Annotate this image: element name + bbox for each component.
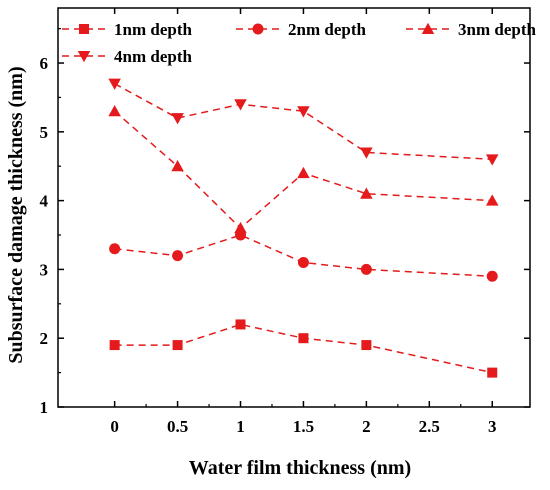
- y-tick-label: 4: [40, 192, 49, 211]
- data-point: [109, 340, 120, 351]
- x-axis-label: Water film thickness (nm): [189, 457, 411, 479]
- series-line: [114, 234, 493, 278]
- plot-frame: [57, 7, 531, 408]
- legend-item-1: 1nm depth: [62, 20, 192, 39]
- data-point: [485, 154, 499, 166]
- data-point: [361, 340, 372, 351]
- x-tick-label: 1: [236, 417, 245, 436]
- data-point: [360, 187, 373, 199]
- data-point: [172, 340, 183, 351]
- data-point: [234, 99, 247, 111]
- data-point: [360, 147, 373, 159]
- x-tick-label: 2: [362, 417, 371, 436]
- legend-label: 4nm depth: [114, 47, 192, 66]
- axes: [57, 7, 531, 408]
- legend-label: 3nm depth: [458, 20, 536, 39]
- legend-marker: [252, 23, 264, 35]
- legend-label: 2nm depth: [288, 20, 366, 39]
- data-point: [108, 104, 121, 117]
- data-point: [171, 159, 184, 172]
- data-point: [171, 113, 184, 125]
- data-point: [108, 78, 121, 90]
- data-point: [485, 194, 499, 206]
- series-3: [108, 104, 499, 234]
- y-tick-label: 1: [40, 398, 49, 417]
- legend-label: 1nm depth: [114, 20, 192, 39]
- data-point: [360, 263, 372, 275]
- data-point: [297, 106, 310, 118]
- data-point: [234, 221, 247, 234]
- legend-item-4: 4nm depth: [62, 47, 192, 66]
- series-1: [109, 319, 498, 378]
- data-point: [486, 270, 498, 282]
- data-point: [297, 166, 310, 179]
- data-point: [109, 243, 121, 255]
- data-point: [172, 250, 184, 262]
- data-point: [235, 319, 246, 330]
- data-point: [487, 367, 498, 378]
- legend-marker: [421, 22, 435, 34]
- y-tick-label: 3: [40, 260, 49, 279]
- legend-marker: [77, 51, 91, 63]
- y-tick-label: 5: [40, 123, 49, 142]
- x-tick-label: 0: [110, 417, 119, 436]
- data-point: [297, 257, 309, 269]
- y-axis-label: Subsurface damage thickness (nm): [5, 66, 27, 363]
- y-tick-label: 6: [40, 54, 49, 73]
- x-tick-label: 1.5: [293, 417, 314, 436]
- ticks: 0 0.5 1 1.5 2 2.5 3 1 2 3 4 5 6: [40, 8, 530, 436]
- x-tick-label: 2.5: [419, 417, 440, 436]
- series-2: [109, 229, 498, 282]
- series-line: [114, 323, 493, 374]
- legend-item-3: 3nm depth: [406, 20, 536, 39]
- legend-marker: [79, 24, 89, 34]
- series-line: [114, 110, 493, 230]
- series-layer: [108, 78, 499, 378]
- legend-item-2: 2nm depth: [236, 20, 366, 39]
- series-4: [108, 78, 499, 166]
- x-tick-label: 3: [488, 417, 497, 436]
- legend: 1nm depth 2nm depth 3nm depth 4nm depth: [62, 20, 536, 66]
- x-tick-label: 0.5: [167, 417, 188, 436]
- y-tick-label: 2: [40, 329, 49, 348]
- series-line: [114, 83, 493, 161]
- data-point: [298, 333, 309, 344]
